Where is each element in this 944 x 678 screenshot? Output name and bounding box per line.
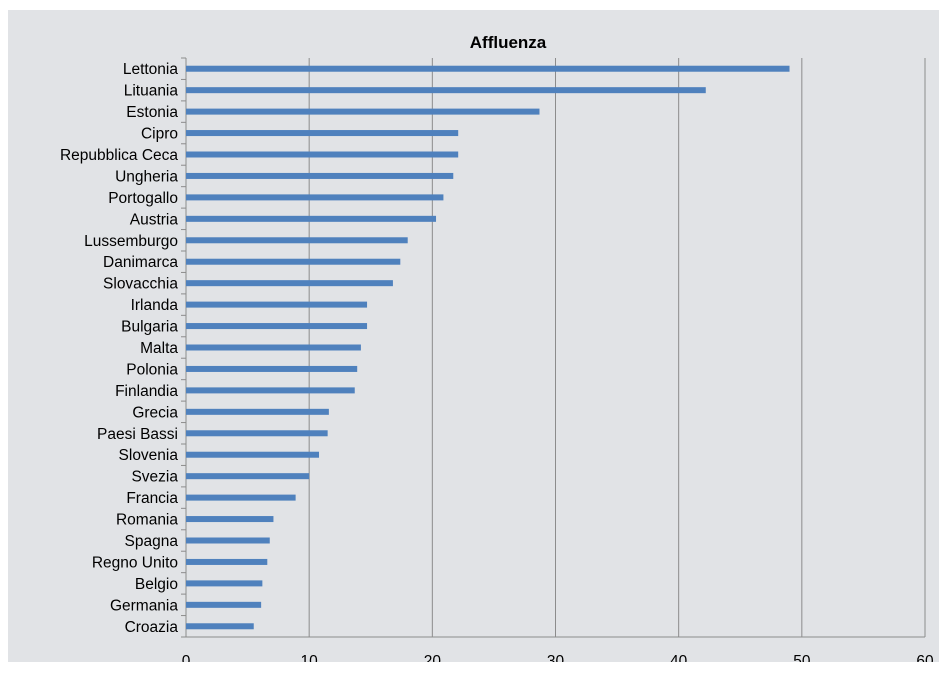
category-label: Portogallo bbox=[108, 190, 178, 207]
category-label: Austria bbox=[130, 211, 179, 228]
gridlines bbox=[308, 58, 926, 637]
bar bbox=[186, 430, 328, 437]
category-label: Romania bbox=[116, 512, 178, 529]
category-label: Croazia bbox=[125, 619, 179, 636]
category-label: Lettonia bbox=[123, 61, 179, 78]
x-tick-label: 0 bbox=[182, 653, 191, 662]
bar bbox=[186, 194, 444, 201]
category-label: Francia bbox=[126, 490, 178, 507]
bar bbox=[186, 451, 320, 458]
bar bbox=[186, 365, 358, 372]
category-label: Bulgaria bbox=[121, 319, 178, 336]
bar bbox=[186, 151, 459, 158]
bar bbox=[186, 537, 270, 544]
category-label: Polonia bbox=[126, 361, 178, 378]
x-tick-label: 60 bbox=[916, 653, 934, 662]
bar bbox=[186, 516, 274, 523]
category-label: Slovacchia bbox=[103, 276, 178, 293]
bar bbox=[186, 387, 355, 394]
chart-frame: Lettonia Lituania Estonia Cipro Repubblica C… bbox=[8, 10, 939, 662]
bar bbox=[186, 215, 437, 222]
bar bbox=[186, 580, 263, 587]
bars bbox=[186, 65, 790, 630]
x-tick-label: 30 bbox=[547, 653, 565, 662]
category-labels: Lettonia Lituania Estonia Cipro Repubblica C… bbox=[60, 61, 178, 636]
bar bbox=[186, 237, 408, 244]
bar bbox=[186, 65, 790, 72]
x-tick-label: 10 bbox=[301, 653, 319, 662]
category-label: Irlanda bbox=[131, 297, 179, 314]
bar bbox=[186, 344, 361, 351]
bar bbox=[186, 301, 368, 308]
bar bbox=[186, 280, 393, 287]
bar bbox=[186, 601, 262, 608]
category-label: Cipro bbox=[141, 126, 178, 143]
bar bbox=[186, 558, 268, 565]
bar bbox=[186, 473, 310, 480]
category-label: Lussemburgo bbox=[84, 233, 178, 250]
chart-title: Affluenza bbox=[470, 33, 547, 52]
category-label: Slovenia bbox=[119, 447, 179, 464]
category-label: Lituania bbox=[124, 83, 179, 100]
category-label: Finlandia bbox=[115, 383, 178, 400]
x-tick-label: 40 bbox=[670, 653, 688, 662]
bar bbox=[186, 408, 329, 415]
category-label: Spagna bbox=[125, 533, 179, 550]
category-label: Repubblica Ceca bbox=[60, 147, 178, 164]
category-label: Estonia bbox=[126, 104, 178, 121]
category-label: Malta bbox=[140, 340, 178, 357]
bar-chart: Lettonia Lituania Estonia Cipro Repubblica C… bbox=[60, 33, 934, 662]
category-label: Paesi Bassi bbox=[97, 426, 178, 443]
bar bbox=[186, 623, 254, 630]
category-label: Grecia bbox=[132, 404, 178, 421]
category-label: Svezia bbox=[131, 469, 178, 486]
category-label: Ungheria bbox=[115, 168, 178, 185]
category-label: Germania bbox=[110, 597, 178, 614]
bar bbox=[186, 130, 459, 137]
category-label: Belgio bbox=[135, 576, 178, 593]
bar bbox=[186, 323, 368, 330]
bar bbox=[186, 494, 296, 501]
category-label: Regno Unito bbox=[92, 554, 178, 571]
bar bbox=[186, 87, 706, 94]
tick-labels: 0 10 20 30 40 50 60 bbox=[182, 653, 934, 662]
bar bbox=[186, 108, 540, 115]
x-tick-label: 20 bbox=[424, 653, 442, 662]
bar bbox=[186, 172, 454, 179]
bar bbox=[186, 258, 401, 265]
x-tick-label: 50 bbox=[793, 653, 811, 662]
category-label: Danimarca bbox=[103, 254, 178, 271]
